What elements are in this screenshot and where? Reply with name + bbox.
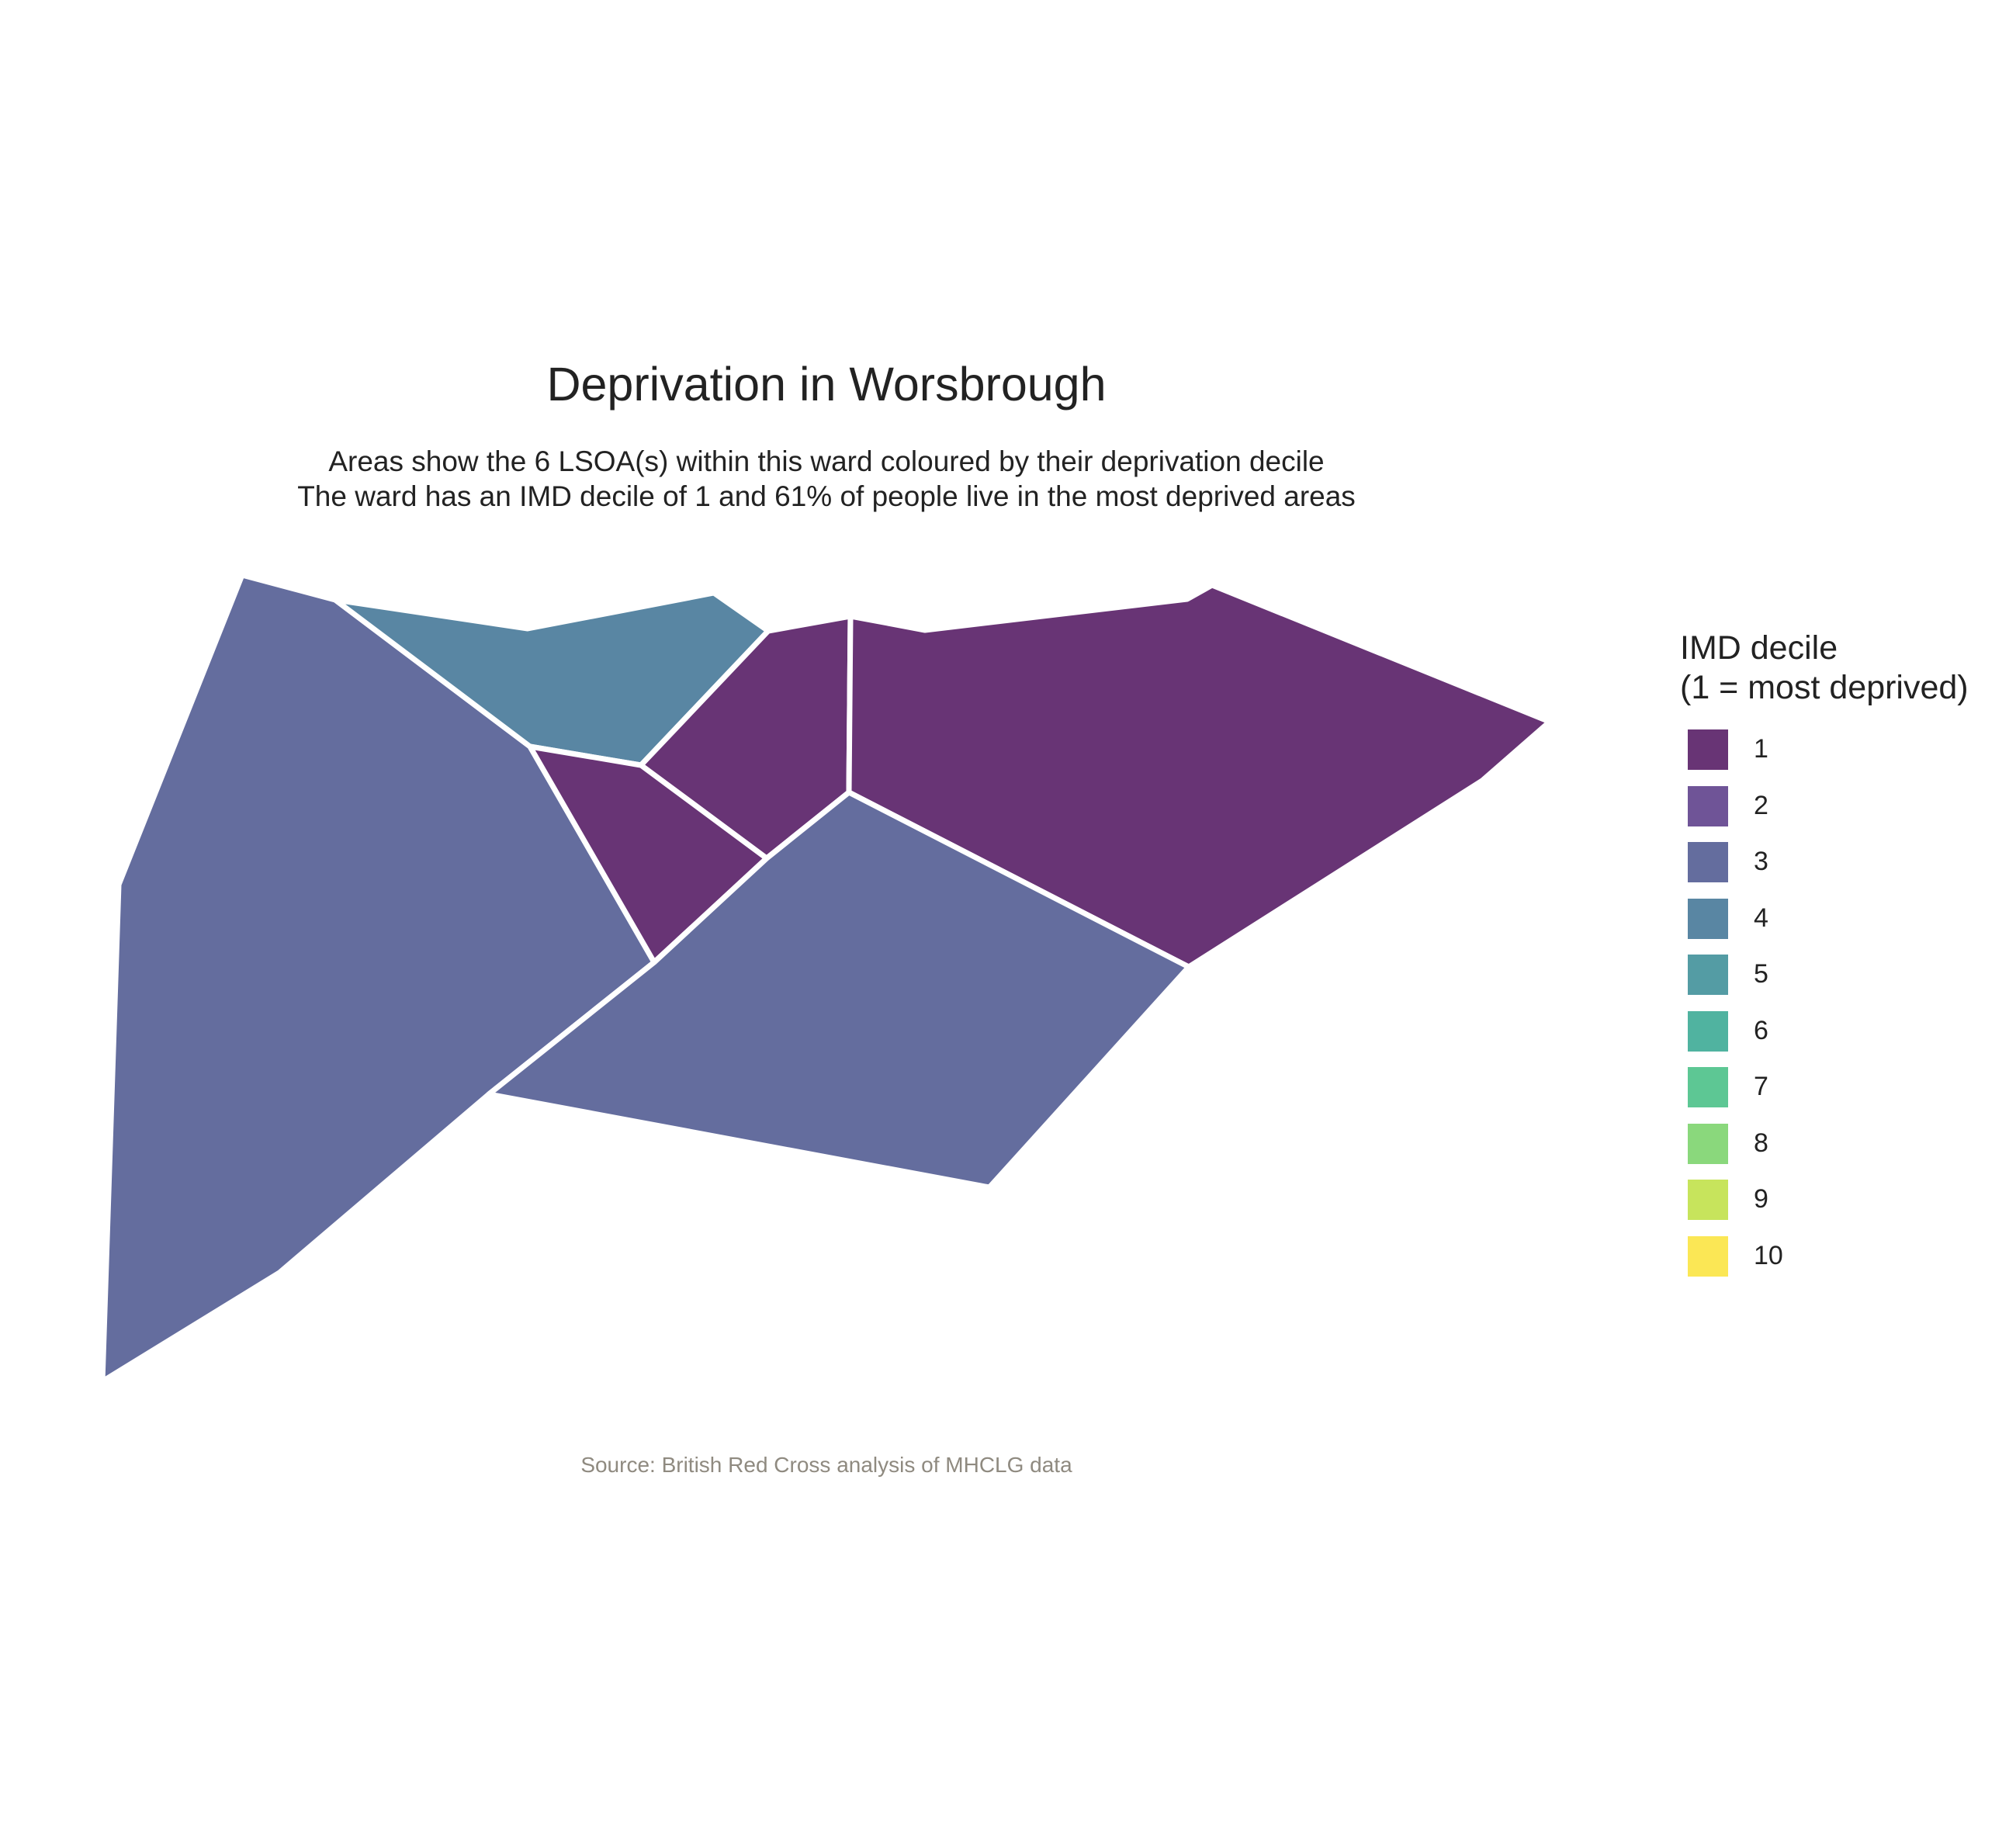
legend-item-2: 2	[1680, 785, 1969, 843]
subtitle-line-2: The ward has an IMD decile of 1 and 61% …	[297, 480, 1356, 512]
legend-swatch	[1688, 898, 1728, 939]
legend-swatch	[1688, 1180, 1728, 1220]
legend-title: IMD decile (1 = most deprived)	[1680, 629, 1969, 708]
legend-label: 7	[1754, 1072, 1768, 1101]
lsoa-area-south-east[interactable]	[486, 789, 1192, 1190]
legend-label: 9	[1754, 1184, 1768, 1214]
legend-items: 1 2 3 4 5 6 7 8 9 10	[1680, 729, 1969, 1292]
legend-item-6: 6	[1680, 1010, 1969, 1068]
legend-label: 10	[1754, 1240, 1783, 1270]
legend-item-3: 3	[1680, 842, 1969, 899]
legend-item-10: 10	[1680, 1235, 1969, 1293]
map-subtitle: Areas show the 6 LSOA(s) within this war…	[0, 444, 1653, 514]
legend-item-4: 4	[1680, 898, 1969, 955]
legend-swatch	[1688, 1010, 1728, 1052]
legend-swatch	[1688, 1235, 1728, 1277]
legend-swatch	[1688, 1123, 1728, 1164]
legend-item-8: 8	[1680, 1123, 1969, 1180]
legend-label: 3	[1754, 847, 1768, 876]
legend-title-line-2: (1 = most deprived)	[1680, 669, 1969, 706]
legend-swatch	[1688, 729, 1728, 770]
legend-label: 4	[1754, 903, 1768, 933]
legend-title-line-1: IMD decile	[1680, 629, 1838, 667]
legend-swatch	[1688, 785, 1728, 826]
map-title: Deprivation in Worsbrough	[546, 358, 1107, 411]
legend-item-7: 7	[1680, 1067, 1969, 1124]
legend-label: 8	[1754, 1128, 1768, 1158]
legend-swatch	[1688, 1067, 1728, 1107]
legend-label: 6	[1754, 1015, 1768, 1045]
legend: IMD decile (1 = most deprived) 1 2 3 4 5…	[1680, 629, 1969, 1292]
legend-label: 1	[1754, 734, 1768, 764]
legend-item-9: 9	[1680, 1180, 1969, 1236]
legend-label: 5	[1754, 959, 1768, 989]
subtitle-line-1: Areas show the 6 LSOA(s) within this war…	[328, 445, 1325, 477]
legend-swatch	[1688, 842, 1728, 882]
legend-item-5: 5	[1680, 955, 1969, 1011]
legend-label: 2	[1754, 790, 1768, 820]
source-note: Source: British Red Cross analysis of MH…	[580, 1453, 1072, 1477]
legend-swatch	[1688, 955, 1728, 995]
legend-item-1: 1	[1680, 729, 1969, 786]
